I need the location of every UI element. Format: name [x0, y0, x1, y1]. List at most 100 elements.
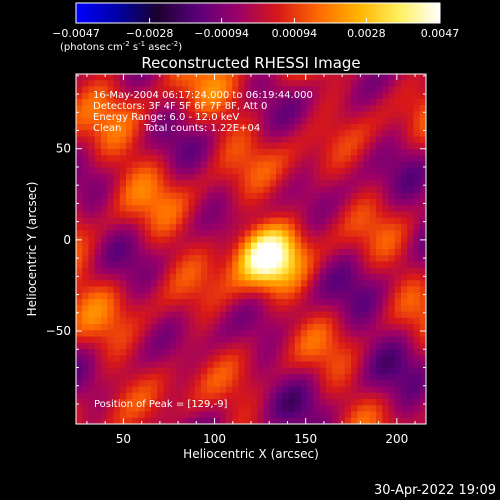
- heatmap-cell: [238, 217, 246, 225]
- heatmap-cell: [176, 355, 183, 362]
- heatmap-cell: [407, 286, 414, 294]
- heatmap-cell: [169, 99, 177, 106]
- heatmap-cell: [394, 136, 402, 144]
- heatmap-cell: [88, 242, 96, 250]
- heatmap-cell: [213, 186, 221, 194]
- heatmap-cell: [294, 224, 302, 231]
- heatmap-cell: [344, 211, 352, 219]
- heatmap-cell: [119, 192, 127, 200]
- heatmap-cell: [251, 124, 258, 131]
- heatmap-cell: [269, 274, 277, 281]
- heatmap-cell: [238, 180, 246, 187]
- heatmap-cell: [182, 336, 189, 344]
- heatmap-cell: [257, 399, 264, 406]
- heatmap-cell: [82, 286, 89, 294]
- heatmap-cell: [276, 255, 283, 262]
- heatmap-cell: [369, 255, 377, 262]
- heatmap-cell: [176, 386, 183, 394]
- heatmap-cell: [176, 205, 183, 212]
- heatmap-cell: [357, 161, 364, 169]
- heatmap-cell: [219, 174, 227, 181]
- heatmap-cell: [357, 274, 364, 281]
- heatmap-cell: [307, 280, 314, 287]
- heatmap-cell: [182, 230, 189, 237]
- heatmap-cell: [113, 199, 121, 206]
- heatmap-cell: [213, 80, 221, 87]
- heatmap-cell: [394, 349, 402, 356]
- heatmap-cell: [407, 217, 414, 225]
- heatmap-cell: [326, 342, 333, 350]
- heatmap-cell: [394, 167, 402, 175]
- heatmap-cell: [126, 111, 133, 119]
- heatmap-cell: [419, 167, 426, 175]
- heatmap-cell: [307, 142, 314, 150]
- heatmap-cell: [407, 405, 414, 412]
- heatmap-cell: [101, 292, 108, 300]
- heatmap-cell: [294, 92, 302, 100]
- heatmap-cell: [76, 80, 83, 87]
- heatmap-cell: [388, 142, 396, 150]
- heatmap-cell: [301, 242, 308, 250]
- heatmap-cell: [351, 355, 358, 362]
- heatmap-cell: [226, 311, 233, 319]
- heatmap-cell: [226, 155, 233, 162]
- heatmap-cell: [151, 130, 158, 137]
- heatmap-cell: [219, 349, 227, 356]
- heatmap-cell: [263, 392, 271, 400]
- heatmap-cell: [126, 124, 133, 131]
- heatmap-cell: [219, 411, 227, 419]
- heatmap-cell: [188, 386, 196, 394]
- heatmap-cell: [94, 117, 102, 125]
- heatmap-cell: [219, 199, 227, 206]
- heatmap-cell: [251, 249, 258, 256]
- heatmap-cell: [226, 205, 233, 212]
- heatmap-cell: [382, 111, 389, 119]
- heatmap-cell: [88, 230, 96, 237]
- heatmap-cell: [182, 355, 189, 362]
- heatmap-cell: [151, 217, 158, 225]
- heatmap-cell: [326, 324, 333, 331]
- heatmap-cell: [101, 74, 108, 81]
- heatmap-cell: [244, 267, 252, 275]
- heatmap-cell: [394, 124, 402, 131]
- heatmap-cell: [101, 405, 108, 412]
- heatmap-cell: [119, 136, 127, 144]
- heatmap-cell: [101, 255, 108, 262]
- heatmap-cell: [407, 305, 414, 312]
- heatmap-cell: [226, 380, 233, 387]
- heatmap-cell: [94, 99, 102, 106]
- heatmap-cell: [219, 192, 227, 200]
- heatmap-cell: [288, 174, 296, 181]
- heatmap-cell: [394, 99, 402, 106]
- heatmap-cell: [357, 317, 364, 325]
- heatmap-cell: [169, 330, 177, 337]
- heatmap-cell: [338, 192, 346, 200]
- heatmap-cell: [119, 336, 127, 344]
- heatmap-cell: [288, 74, 296, 81]
- heatmap-cell: [401, 192, 408, 200]
- heatmap-cell: [119, 217, 127, 225]
- heatmap-cell: [307, 336, 314, 344]
- heatmap-cell: [226, 242, 233, 250]
- heatmap-cell: [357, 355, 364, 362]
- heatmap-cell: [119, 380, 127, 387]
- heatmap-cell: [88, 349, 96, 356]
- heatmap-cell: [244, 292, 252, 300]
- heatmap-cell: [288, 267, 296, 275]
- heatmap-cell: [232, 367, 239, 375]
- heatmap-cell: [244, 355, 252, 362]
- heatmap-cell: [201, 324, 208, 331]
- heatmap-cell: [351, 249, 358, 256]
- heatmap-cell: [282, 324, 289, 331]
- heatmap-cell: [257, 230, 264, 237]
- heatmap-cell: [126, 417, 133, 424]
- heatmap-cell: [344, 199, 352, 206]
- heatmap-cell: [238, 149, 246, 156]
- heatmap-cell: [294, 255, 302, 262]
- heatmap-cell: [157, 142, 164, 150]
- heatmap-cell: [188, 242, 196, 250]
- heatmap-cell: [282, 336, 289, 344]
- heatmap-cell: [307, 124, 314, 131]
- heatmap-cell: [282, 161, 289, 169]
- heatmap-cell: [94, 167, 102, 175]
